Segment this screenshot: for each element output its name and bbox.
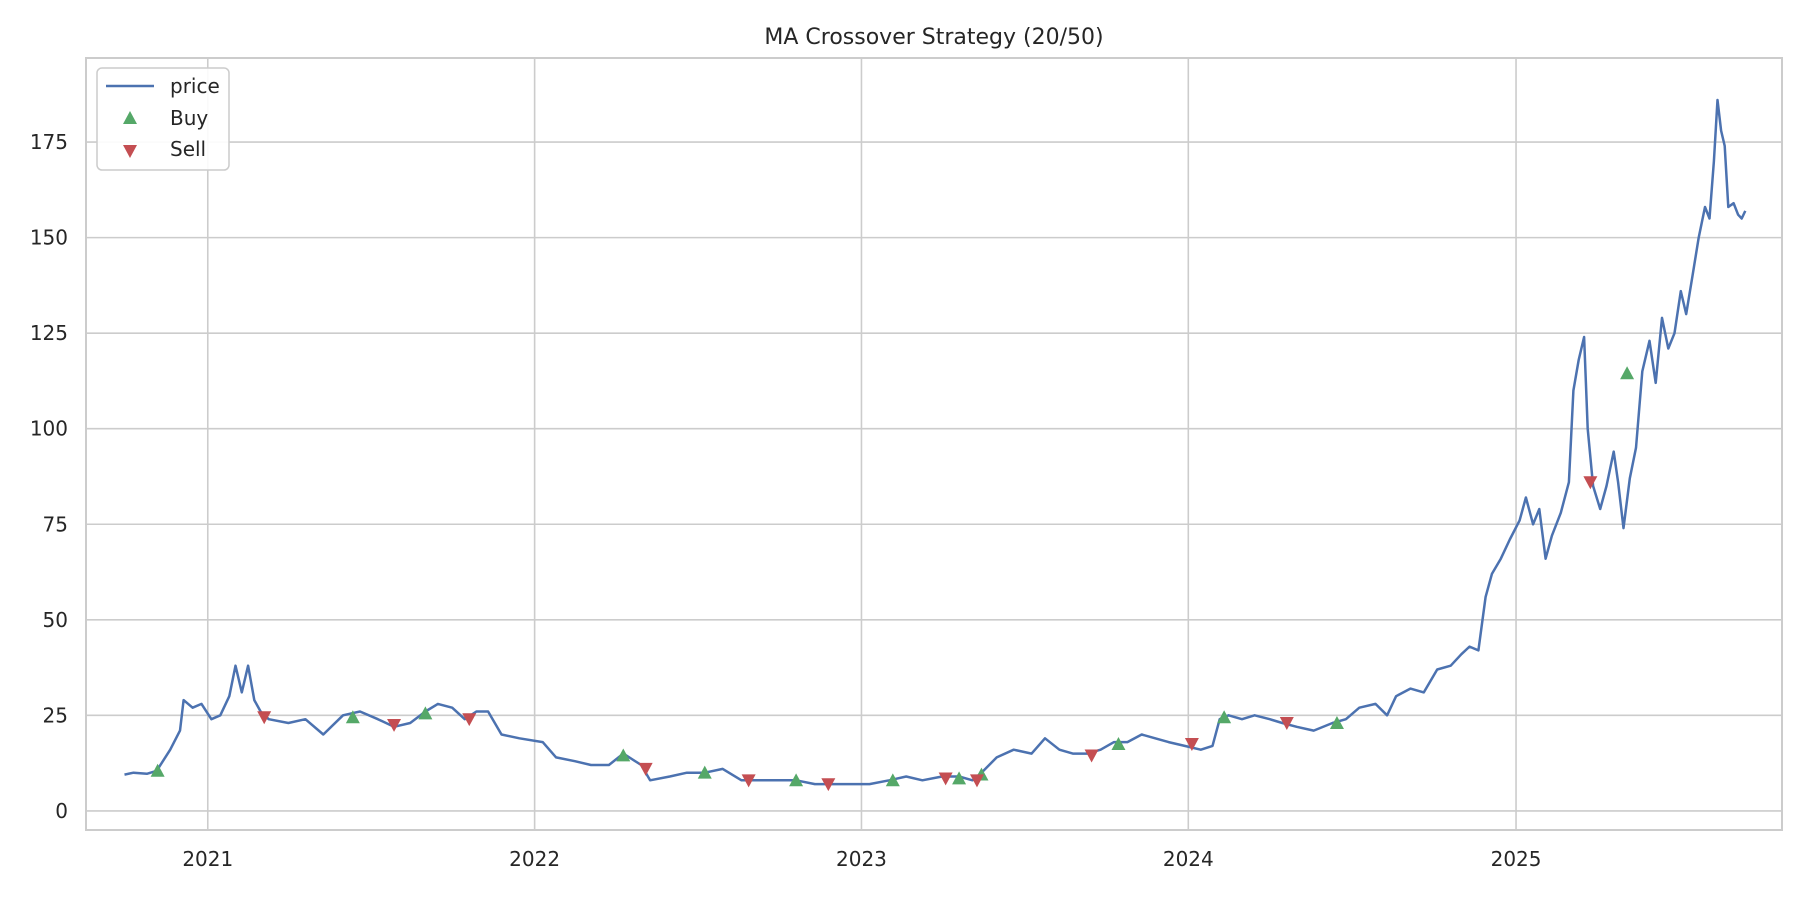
- sell-marker: [969, 774, 984, 788]
- buy-marker: [616, 748, 631, 762]
- x-tick-label: 2021: [182, 847, 233, 871]
- price-line: [124, 98, 1747, 786]
- x-tick-label: 2025: [1491, 847, 1542, 871]
- tick-labels: 0 25 50 75 100 125 150 175 2021 2022 2023 2024 2025: [30, 130, 1542, 871]
- legend-sell-swatch: [123, 145, 137, 158]
- legend-box: [96, 67, 230, 171]
- y-tick-label: 125: [30, 321, 68, 345]
- sell-marker: [1279, 717, 1294, 730]
- y-tick-label: 0: [55, 799, 68, 823]
- legend-buy-swatch: [123, 111, 137, 124]
- buy-markers: [150, 366, 1635, 787]
- sell-marker: [387, 718, 402, 732]
- buy-marker: [789, 773, 804, 787]
- plot-frame: [85, 57, 1783, 831]
- x-tick-label: 2022: [509, 847, 560, 871]
- buy-marker: [1217, 710, 1232, 724]
- sell-marker: [1084, 749, 1099, 763]
- buy-marker: [1111, 737, 1126, 750]
- x-tick-label: 2024: [1163, 847, 1214, 871]
- buy-marker: [418, 706, 433, 720]
- buy-marker: [345, 710, 360, 724]
- grid-lines: [86, 58, 1782, 830]
- sell-marker: [638, 762, 653, 776]
- buy-marker: [1329, 715, 1344, 729]
- y-tick-label: 25: [43, 703, 68, 727]
- buy-marker: [150, 763, 165, 777]
- sell-marker: [938, 772, 953, 786]
- sell-marker: [741, 774, 756, 788]
- buy-marker: [885, 773, 900, 787]
- sell-marker: [257, 711, 272, 725]
- sell-marker: [821, 778, 836, 792]
- sell-marker: [462, 713, 477, 727]
- buy-marker: [952, 771, 967, 785]
- y-tick-label: 150: [30, 226, 68, 250]
- legend-price-label: price: [170, 74, 220, 98]
- legend-sell-label: Sell: [170, 137, 206, 161]
- sell-marker: [1184, 738, 1199, 752]
- legend: price Buy Sell: [96, 67, 230, 171]
- x-tick-label: 2023: [836, 847, 887, 871]
- y-tick-label: 75: [43, 512, 68, 536]
- price-series: [124, 98, 1747, 786]
- buy-marker: [1620, 366, 1635, 380]
- sell-marker: [1583, 476, 1598, 490]
- y-tick-label: 100: [30, 417, 68, 441]
- sell-markers: [257, 476, 1598, 792]
- y-tick-label: 50: [43, 608, 68, 632]
- buy-marker: [697, 765, 712, 779]
- y-tick-label: 175: [30, 130, 68, 154]
- legend-buy-label: Buy: [170, 106, 208, 130]
- chart-title: MA Crossover Strategy (20/50): [764, 25, 1103, 50]
